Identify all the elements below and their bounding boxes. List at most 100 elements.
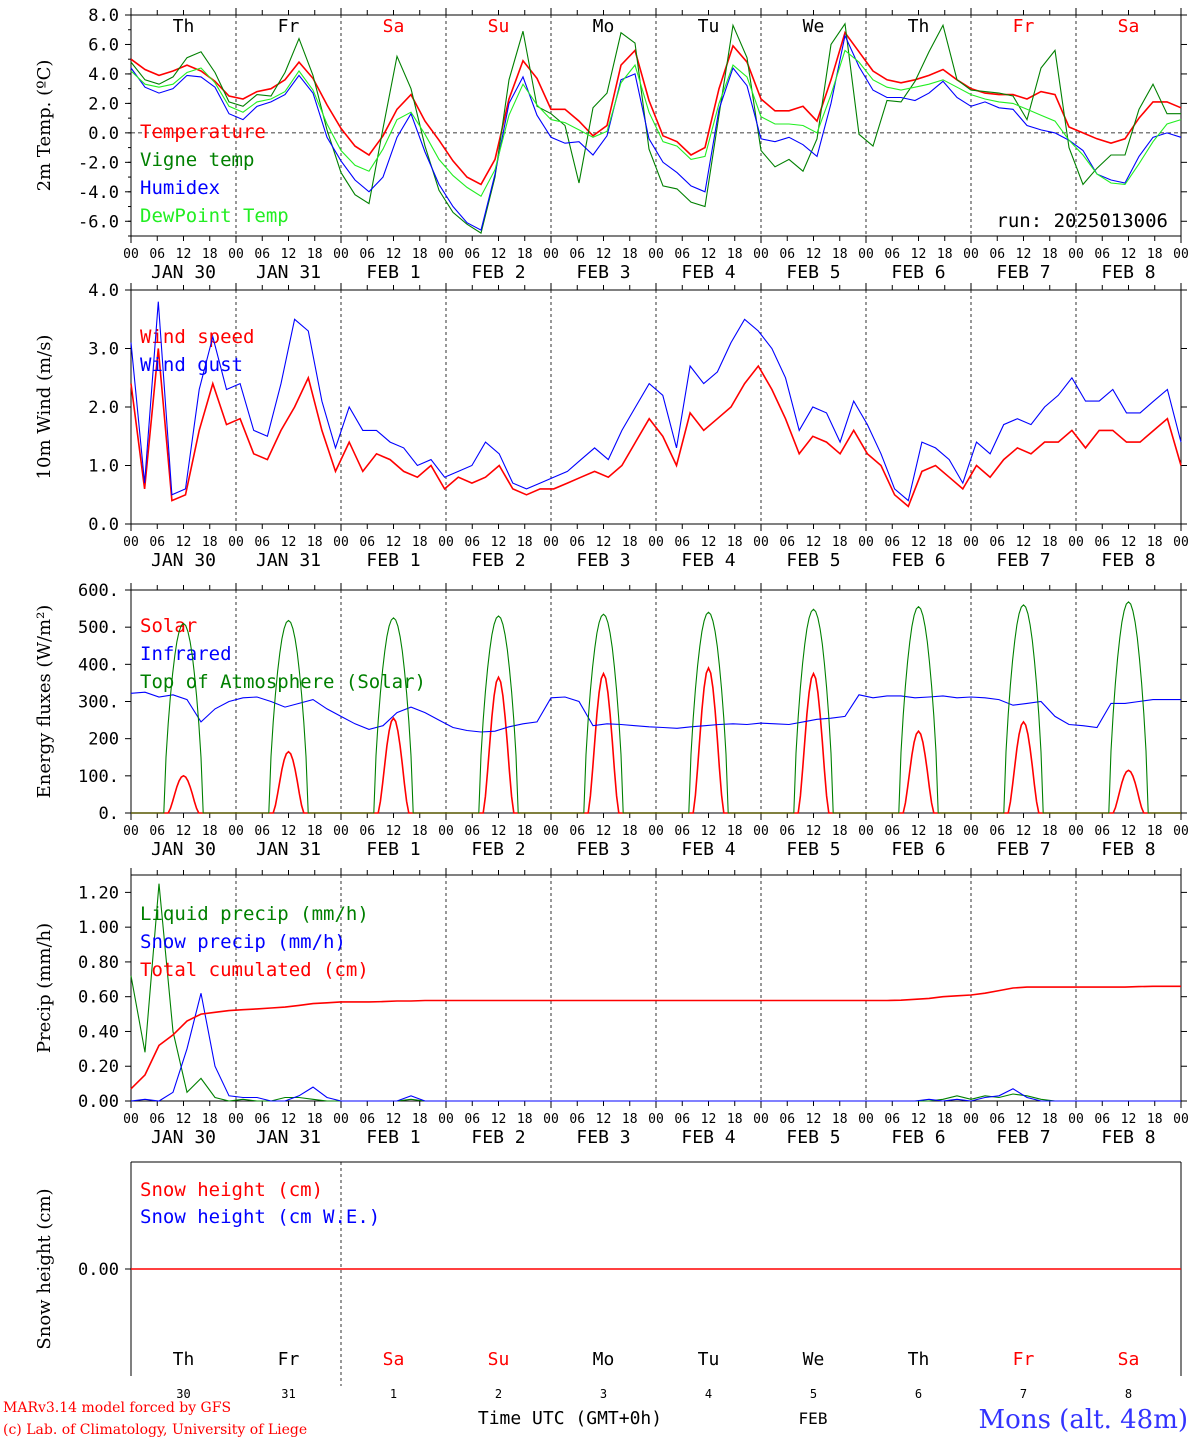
day-number: 30 xyxy=(176,1387,190,1401)
month-label: FEB xyxy=(799,1409,828,1428)
hour-tick-label: 18 xyxy=(727,824,743,839)
date-label: FEB 3 xyxy=(576,839,630,860)
y-tick-label: 0.80 xyxy=(78,953,119,973)
hour-tick-label: 00 xyxy=(858,247,874,262)
hour-tick-label: 00 xyxy=(228,247,244,262)
precip-panel: 00 06 12 18 00 06 12 18 00 06 12 18 00 06 12 18 00 06 12 18… xyxy=(34,868,1189,1148)
hour-tick-label: 00 xyxy=(963,824,979,839)
wind-series-0 xyxy=(130,348,1182,508)
precip-legend-1: Snow precip (mm/h) xyxy=(140,931,346,953)
hour-tick-label: 06 xyxy=(569,535,585,550)
hour-tick-label: 18 xyxy=(832,1112,848,1127)
hour-tick-label: 18 xyxy=(517,535,533,550)
precip-legend-2: Total cumulated (cm) xyxy=(140,959,369,981)
y-tick-label: 0.40 xyxy=(78,1022,119,1042)
weekday-label-bottom: Sa xyxy=(1118,1349,1140,1370)
y-tick-label: 0.20 xyxy=(78,1057,119,1077)
run-label: run: 2025013006 xyxy=(996,210,1168,232)
day-number: 2 xyxy=(495,1387,502,1401)
hour-tick-label: 18 xyxy=(1147,535,1163,550)
hour-tick-label: 06 xyxy=(884,247,900,262)
weekday-label-bottom: Su xyxy=(488,1349,510,1370)
hour-tick-label: 00 xyxy=(753,824,769,839)
hour-tick-label: 18 xyxy=(412,535,428,550)
temp-series-3 xyxy=(130,49,1182,197)
hour-tick-label: 00 xyxy=(963,535,979,550)
date-label: FEB 7 xyxy=(996,839,1050,860)
hour-tick-label: 18 xyxy=(937,824,953,839)
hour-tick-label: 18 xyxy=(412,247,428,262)
hour-tick-label: 00 xyxy=(438,535,454,550)
energy-series-2 xyxy=(131,601,1181,814)
hour-tick-label: 00 xyxy=(123,247,139,262)
hour-tick-label: 18 xyxy=(727,1112,743,1127)
snow-legend-1: Snow height (cm W.E.) xyxy=(140,1206,380,1228)
energy-legend-1: Infrared xyxy=(140,643,232,665)
hour-tick-label: 06 xyxy=(1094,247,1110,262)
date-label: JAN 30 xyxy=(151,839,216,860)
hour-tick-label: 12 xyxy=(806,1112,822,1127)
y-tick-label: 1.00 xyxy=(78,918,119,938)
hour-tick-label: 12 xyxy=(491,247,507,262)
y-tick-label: 0.00 xyxy=(78,1092,119,1112)
hour-tick-label: 06 xyxy=(359,535,375,550)
temp-legend-2: Humidex xyxy=(140,177,220,199)
model-credit-line-1: MARv3.14 model forced by GFS xyxy=(3,1400,231,1416)
day-number: 6 xyxy=(915,1387,922,1401)
hour-tick-label: 18 xyxy=(202,1112,218,1127)
hour-tick-label: 00 xyxy=(1173,824,1189,839)
y-tick-label: 0.0 xyxy=(88,124,119,144)
hour-tick-label: 00 xyxy=(543,1112,559,1127)
hour-tick-label: 12 xyxy=(386,824,402,839)
hour-tick-label: 00 xyxy=(963,1112,979,1127)
hour-tick-label: 18 xyxy=(1147,1112,1163,1127)
date-label: FEB 4 xyxy=(681,550,735,571)
hour-tick-label: 12 xyxy=(281,1112,297,1127)
hour-tick-label: 18 xyxy=(412,824,428,839)
hour-tick-label: 18 xyxy=(1042,824,1058,839)
hour-tick-label: 06 xyxy=(989,247,1005,262)
wind-legend-0: Wind speed xyxy=(140,326,254,348)
weekday-label: Sa xyxy=(1118,16,1140,37)
hour-tick-label: 06 xyxy=(569,1112,585,1127)
hour-tick-label: 00 xyxy=(963,247,979,262)
hour-tick-label: 00 xyxy=(228,1112,244,1127)
hour-tick-label: 06 xyxy=(149,535,165,550)
y-tick-label: -4.0 xyxy=(78,183,119,203)
hour-tick-label: 12 xyxy=(1121,247,1137,262)
hour-tick-label: 00 xyxy=(543,535,559,550)
hour-tick-label: 00 xyxy=(1173,535,1189,550)
date-label: FEB 4 xyxy=(681,262,735,283)
weekday-label: Th xyxy=(908,16,930,37)
hour-tick-label: 06 xyxy=(254,824,270,839)
hour-tick-label: 18 xyxy=(937,247,953,262)
hour-tick-label: 18 xyxy=(937,535,953,550)
date-label: FEB 6 xyxy=(891,1127,945,1148)
hour-tick-label: 00 xyxy=(858,824,874,839)
hour-tick-label: 18 xyxy=(307,247,323,262)
hour-tick-label: 06 xyxy=(674,824,690,839)
hour-tick-label: 06 xyxy=(884,824,900,839)
day-number: 7 xyxy=(1020,1387,1027,1401)
date-label: FEB 7 xyxy=(996,550,1050,571)
weekday-label-bottom: Th xyxy=(173,1349,195,1370)
hour-tick-label: 00 xyxy=(333,247,349,262)
hour-tick-label: 18 xyxy=(412,1112,428,1127)
hour-tick-label: 12 xyxy=(386,247,402,262)
date-label: JAN 31 xyxy=(256,1127,321,1148)
hour-tick-label: 12 xyxy=(911,824,927,839)
hour-tick-label: 12 xyxy=(1016,247,1032,262)
y-tick-label: 6.0 xyxy=(88,35,119,55)
date-label: FEB 5 xyxy=(786,839,840,860)
date-label: FEB 8 xyxy=(1101,262,1155,283)
hour-tick-label: 12 xyxy=(1016,535,1032,550)
y-tick-label: 3.0 xyxy=(88,340,119,360)
date-label: FEB 3 xyxy=(576,1127,630,1148)
date-label: FEB 3 xyxy=(576,550,630,571)
hour-tick-label: 12 xyxy=(596,1112,612,1127)
hour-tick-label: 06 xyxy=(989,824,1005,839)
y-tick-label: 500. xyxy=(78,618,119,638)
hour-tick-label: 18 xyxy=(517,247,533,262)
weekday-label: Mo xyxy=(593,16,615,37)
weekday-label-bottom: Sa xyxy=(383,1349,405,1370)
